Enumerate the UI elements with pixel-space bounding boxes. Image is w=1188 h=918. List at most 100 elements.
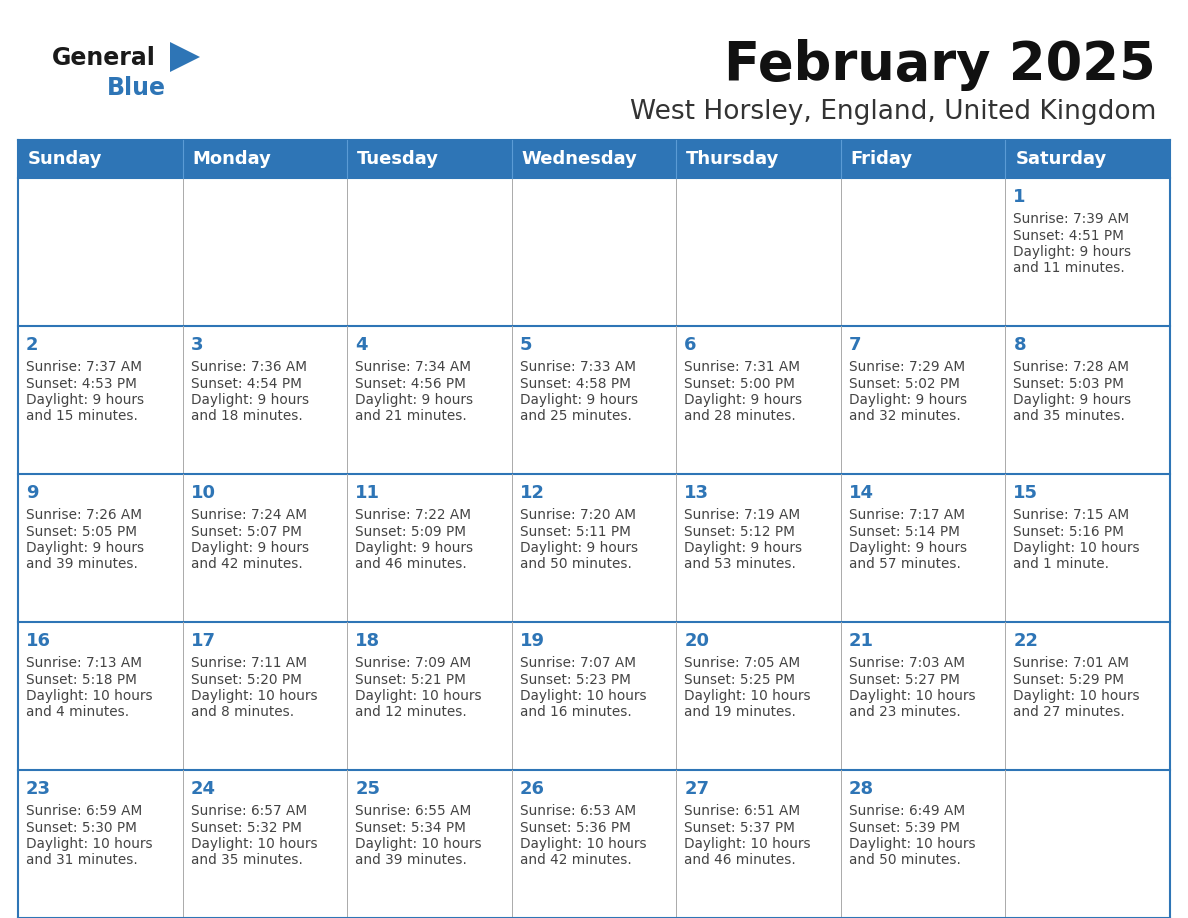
Text: Sunset: 5:11 PM: Sunset: 5:11 PM (519, 524, 631, 539)
Text: Sunset: 5:37 PM: Sunset: 5:37 PM (684, 821, 795, 834)
Text: Daylight: 9 hours: Daylight: 9 hours (684, 393, 802, 407)
Text: and 21 minutes.: and 21 minutes. (355, 409, 467, 423)
Text: Sunrise: 7:39 AM: Sunrise: 7:39 AM (1013, 212, 1130, 226)
Text: 1: 1 (1013, 188, 1026, 206)
Text: 9: 9 (26, 484, 38, 502)
Text: Daylight: 10 hours: Daylight: 10 hours (519, 689, 646, 703)
Text: Daylight: 10 hours: Daylight: 10 hours (1013, 689, 1140, 703)
Text: 21: 21 (849, 632, 874, 650)
Text: Daylight: 9 hours: Daylight: 9 hours (355, 541, 473, 555)
Text: Daylight: 9 hours: Daylight: 9 hours (684, 541, 802, 555)
Text: Daylight: 9 hours: Daylight: 9 hours (190, 541, 309, 555)
Bar (18, 770, 1170, 918)
Text: Sunset: 5:29 PM: Sunset: 5:29 PM (1013, 673, 1124, 687)
Text: Sunrise: 7:03 AM: Sunrise: 7:03 AM (849, 656, 965, 670)
Text: Sunset: 4:51 PM: Sunset: 4:51 PM (1013, 229, 1124, 242)
Text: and 57 minutes.: and 57 minutes. (849, 557, 961, 572)
Text: Daylight: 10 hours: Daylight: 10 hours (684, 689, 811, 703)
Text: and 35 minutes.: and 35 minutes. (1013, 409, 1125, 423)
Text: and 15 minutes.: and 15 minutes. (26, 409, 138, 423)
Text: and 31 minutes.: and 31 minutes. (26, 854, 138, 868)
Text: and 23 minutes.: and 23 minutes. (849, 706, 961, 720)
Text: Sunrise: 7:33 AM: Sunrise: 7:33 AM (519, 360, 636, 374)
Text: Sunset: 5:07 PM: Sunset: 5:07 PM (190, 524, 302, 539)
Text: 27: 27 (684, 780, 709, 798)
Text: and 32 minutes.: and 32 minutes. (849, 409, 961, 423)
Text: Sunrise: 7:17 AM: Sunrise: 7:17 AM (849, 508, 965, 522)
Text: Sunrise: 7:22 AM: Sunrise: 7:22 AM (355, 508, 472, 522)
Text: 11: 11 (355, 484, 380, 502)
Text: Daylight: 9 hours: Daylight: 9 hours (849, 393, 967, 407)
Text: Sunrise: 7:29 AM: Sunrise: 7:29 AM (849, 360, 965, 374)
Text: Daylight: 10 hours: Daylight: 10 hours (849, 689, 975, 703)
Text: Sunset: 5:00 PM: Sunset: 5:00 PM (684, 376, 795, 390)
Text: 17: 17 (190, 632, 215, 650)
Text: Sunset: 5:34 PM: Sunset: 5:34 PM (355, 821, 466, 834)
Text: Sunrise: 7:01 AM: Sunrise: 7:01 AM (1013, 656, 1130, 670)
Text: 22: 22 (1013, 632, 1038, 650)
Text: Sunrise: 7:09 AM: Sunrise: 7:09 AM (355, 656, 472, 670)
Text: 16: 16 (26, 632, 51, 650)
Text: Sunset: 5:23 PM: Sunset: 5:23 PM (519, 673, 631, 687)
Text: and 19 minutes.: and 19 minutes. (684, 706, 796, 720)
Text: and 50 minutes.: and 50 minutes. (519, 557, 632, 572)
Text: Sunrise: 7:11 AM: Sunrise: 7:11 AM (190, 656, 307, 670)
Bar (18, 622, 1170, 770)
Text: and 42 minutes.: and 42 minutes. (190, 557, 302, 572)
Text: West Horsley, England, United Kingdom: West Horsley, England, United Kingdom (630, 99, 1156, 125)
Text: Sunrise: 7:15 AM: Sunrise: 7:15 AM (1013, 508, 1130, 522)
Text: Sunset: 5:25 PM: Sunset: 5:25 PM (684, 673, 795, 687)
Text: Daylight: 10 hours: Daylight: 10 hours (26, 837, 152, 851)
Text: Sunrise: 7:24 AM: Sunrise: 7:24 AM (190, 508, 307, 522)
Text: Sunrise: 6:51 AM: Sunrise: 6:51 AM (684, 804, 801, 818)
Text: and 4 minutes.: and 4 minutes. (26, 706, 129, 720)
Text: and 28 minutes.: and 28 minutes. (684, 409, 796, 423)
Text: February 2025: February 2025 (725, 39, 1156, 91)
Text: and 53 minutes.: and 53 minutes. (684, 557, 796, 572)
Text: and 50 minutes.: and 50 minutes. (849, 854, 961, 868)
Text: and 46 minutes.: and 46 minutes. (355, 557, 467, 572)
Text: 25: 25 (355, 780, 380, 798)
Text: Sunset: 4:56 PM: Sunset: 4:56 PM (355, 376, 466, 390)
Text: Sunrise: 7:05 AM: Sunrise: 7:05 AM (684, 656, 801, 670)
Text: 6: 6 (684, 336, 697, 354)
Text: Daylight: 9 hours: Daylight: 9 hours (26, 541, 144, 555)
Text: 15: 15 (1013, 484, 1038, 502)
Text: Daylight: 10 hours: Daylight: 10 hours (684, 837, 811, 851)
Text: Wednesday: Wednesday (522, 150, 638, 168)
Text: Sunrise: 6:55 AM: Sunrise: 6:55 AM (355, 804, 472, 818)
Text: Daylight: 9 hours: Daylight: 9 hours (190, 393, 309, 407)
Text: Sunset: 5:20 PM: Sunset: 5:20 PM (190, 673, 302, 687)
Text: Sunset: 5:09 PM: Sunset: 5:09 PM (355, 524, 466, 539)
Text: Daylight: 9 hours: Daylight: 9 hours (519, 541, 638, 555)
Text: Sunset: 5:39 PM: Sunset: 5:39 PM (849, 821, 960, 834)
Bar (18, 178, 1170, 326)
Text: Sunrise: 6:59 AM: Sunrise: 6:59 AM (26, 804, 143, 818)
Text: and 1 minute.: and 1 minute. (1013, 557, 1110, 572)
Text: Sunrise: 7:37 AM: Sunrise: 7:37 AM (26, 360, 143, 374)
Text: 28: 28 (849, 780, 874, 798)
Text: Sunset: 5:03 PM: Sunset: 5:03 PM (1013, 376, 1124, 390)
Text: 4: 4 (355, 336, 367, 354)
Text: Blue: Blue (107, 76, 166, 100)
Text: Sunrise: 7:19 AM: Sunrise: 7:19 AM (684, 508, 801, 522)
Text: Monday: Monday (192, 150, 271, 168)
Text: and 18 minutes.: and 18 minutes. (190, 409, 302, 423)
Text: Daylight: 9 hours: Daylight: 9 hours (849, 541, 967, 555)
Text: and 35 minutes.: and 35 minutes. (190, 854, 303, 868)
Text: Sunset: 5:27 PM: Sunset: 5:27 PM (849, 673, 960, 687)
Text: Daylight: 10 hours: Daylight: 10 hours (26, 689, 152, 703)
Text: Sunrise: 6:57 AM: Sunrise: 6:57 AM (190, 804, 307, 818)
Text: Sunset: 4:53 PM: Sunset: 4:53 PM (26, 376, 137, 390)
Text: 12: 12 (519, 484, 545, 502)
Bar (18, 326, 1170, 474)
Text: 14: 14 (849, 484, 874, 502)
Text: 7: 7 (849, 336, 861, 354)
Bar (18, 140, 1170, 178)
Text: Sunrise: 7:31 AM: Sunrise: 7:31 AM (684, 360, 801, 374)
Text: 8: 8 (1013, 336, 1026, 354)
Text: 13: 13 (684, 484, 709, 502)
Text: 10: 10 (190, 484, 215, 502)
Text: Friday: Friday (851, 150, 914, 168)
Text: 18: 18 (355, 632, 380, 650)
